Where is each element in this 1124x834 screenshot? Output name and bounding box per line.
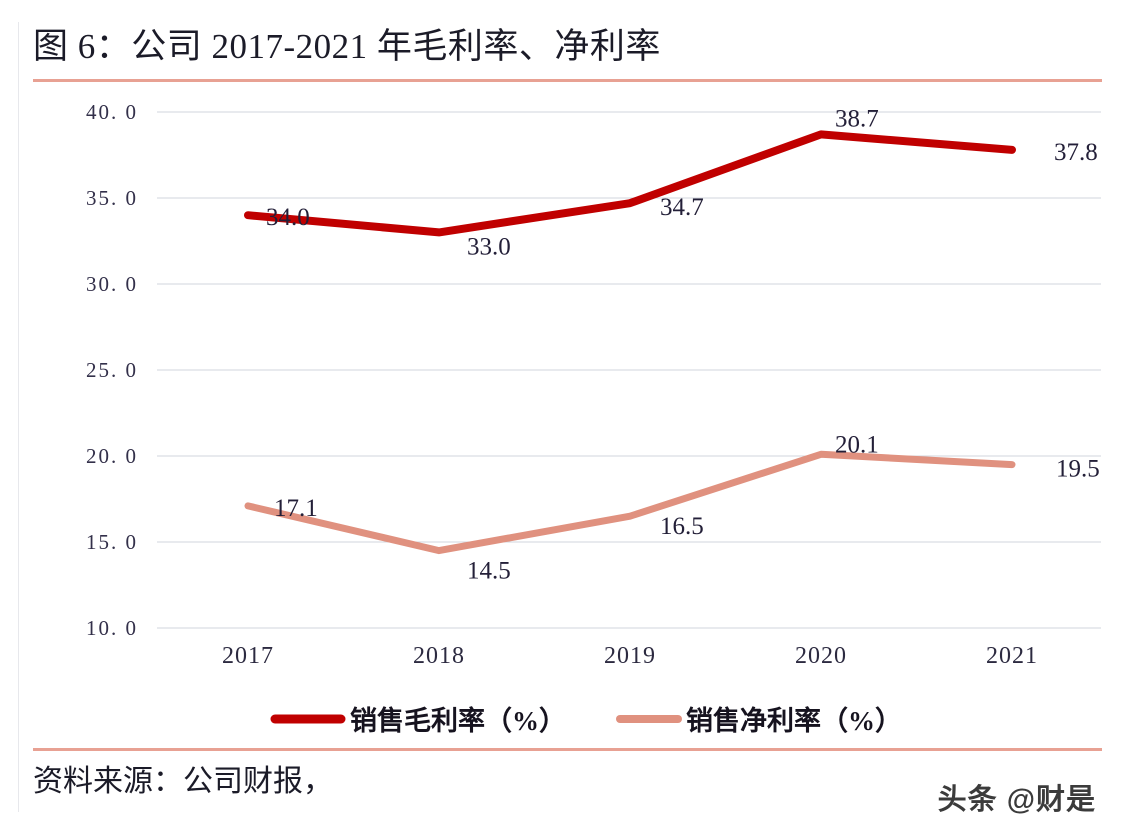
- data-point-label: 34.7: [660, 194, 704, 221]
- y-axis-tick-label: 15. 0: [86, 530, 138, 554]
- series-line-2: [244, 450, 1016, 555]
- y-axis-tick-label: 20. 0: [86, 444, 138, 468]
- chart-area: 40. 0 35. 0 30. 0 25. 0 20. 0 15. 0 10. 0 2017 2…: [0, 86, 1124, 746]
- data-point-label: 14.5: [467, 558, 511, 585]
- title-divider: [33, 79, 1102, 82]
- watermark: 头条 @财是: [937, 784, 1096, 816]
- y-axis-tick-label: 35. 0: [86, 186, 138, 210]
- legend-item-2[interactable]: 销售净利率（%）: [616, 705, 902, 736]
- data-point-label: 17.1: [274, 495, 318, 522]
- source-note: 资料来源：公司财报，: [33, 765, 333, 798]
- y-axis-tick-label: 25. 0: [86, 358, 138, 382]
- y-axis-tick-label: 30. 0: [86, 272, 138, 296]
- x-axis-tick-label: 2021: [986, 643, 1038, 669]
- y-axis-tick-label: 40. 0: [86, 100, 138, 124]
- legend-item-1[interactable]: 销售毛利率（%）: [270, 705, 566, 736]
- left-divider: [18, 22, 19, 812]
- data-point-label: 38.7: [835, 105, 879, 132]
- source-divider: [33, 748, 1102, 751]
- data-point-label: 16.5: [660, 513, 704, 540]
- series-line-1: [244, 130, 1016, 237]
- legend-label: 销售毛利率（%）: [350, 705, 566, 736]
- data-point-label: 20.1: [835, 431, 879, 458]
- x-axis-tick-label: 2017: [222, 643, 274, 669]
- data-point-label: 34.0: [266, 204, 310, 231]
- data-point-label: 33.0: [467, 233, 511, 260]
- page-title: 图 6：公司 2017-2021 年毛利率、净利率: [33, 27, 661, 66]
- x-axis-tick-label: 2018: [413, 643, 465, 669]
- x-axis-tick-label: 2020: [795, 643, 847, 669]
- legend-label: 销售净利率（%）: [686, 705, 902, 736]
- y-axis-tick-label: 10. 0: [86, 616, 138, 640]
- data-point-label: 37.8: [1054, 139, 1098, 166]
- data-point-label: 19.5: [1056, 456, 1100, 483]
- line-chart: 40. 0 35. 0 30. 0 25. 0 20. 0 15. 0 10. 0 2017 2…: [86, 100, 1101, 736]
- x-axis-tick-label: 2019: [604, 643, 656, 669]
